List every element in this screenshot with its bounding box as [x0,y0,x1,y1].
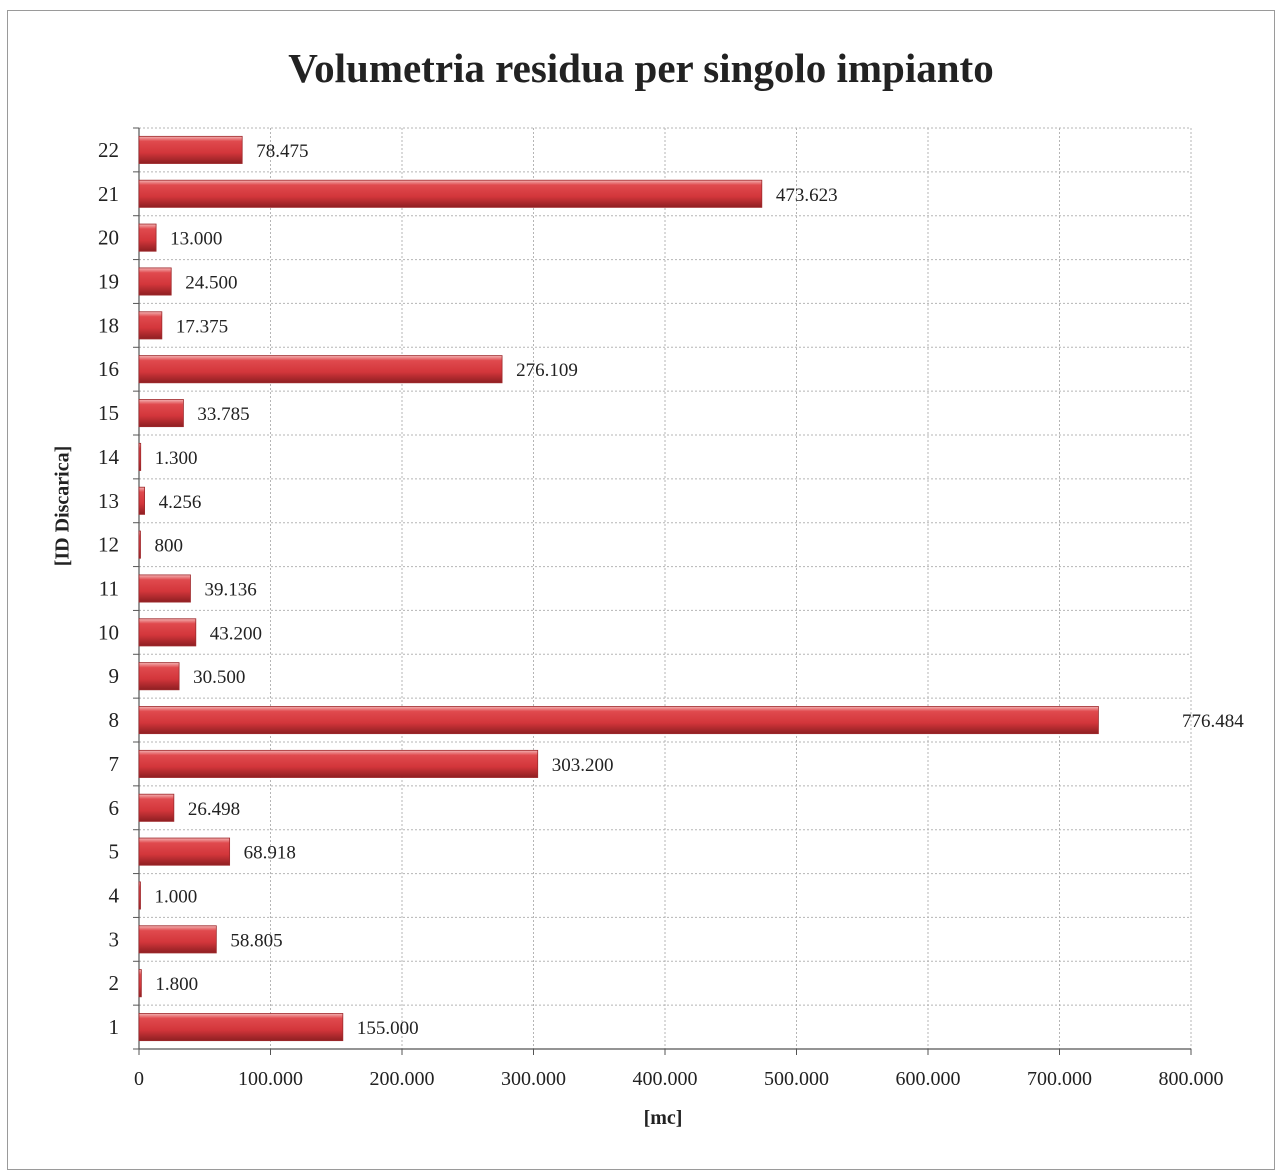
bar-21 [138,179,763,208]
bar-8 [138,706,1099,735]
y-tick-label: 20 [98,226,119,250]
bar-11 [138,574,191,603]
bar-3 [138,925,217,954]
data-label: 68.918 [244,843,296,864]
data-label: 1.300 [155,448,198,469]
data-label: 800 [155,536,184,557]
y-tick-label: 21 [98,182,119,206]
data-label: 24.500 [185,273,237,294]
x-tick-label: 800.000 [1159,1068,1224,1090]
grid-lines [139,127,1192,1049]
bar-2 [138,969,142,998]
y-tick-label: 6 [109,796,120,820]
bar-22 [138,135,243,164]
data-label: 1.000 [155,887,198,908]
bar-16 [138,355,503,384]
bar-4 [138,881,141,910]
data-label: 78.475 [256,141,308,162]
y-tick-label: 11 [99,577,119,601]
data-label: 33.785 [197,404,249,425]
chart-title: Volumetria residua per singolo impianto [288,45,994,91]
x-axis-title: [mc] [643,1107,683,1129]
y-tick-label: 14 [98,445,120,469]
data-label: 13.000 [170,229,222,250]
data-label: 39.136 [204,580,256,601]
x-tick-label: 700.000 [1027,1068,1092,1090]
data-label: 303.200 [552,755,614,776]
labels: 0 100.000 200.000 300.000 400.000 500.000 600.… [98,138,1244,1090]
x-tick-label: 100.000 [238,1068,303,1090]
bar-14 [138,442,142,471]
y-tick-label: 3 [109,927,120,951]
y-tick-label: 22 [98,138,119,162]
data-label: 43.200 [210,623,262,644]
y-tick-label: 12 [98,533,119,557]
x-tick-label: 400.000 [633,1068,698,1090]
y-tick-label: 19 [98,270,119,294]
x-tick-label: 200.000 [370,1068,435,1090]
axes [133,127,1192,1055]
data-label: 1.800 [155,974,198,995]
x-tick-label: 600.000 [896,1068,961,1090]
y-tick-label: 5 [109,840,120,864]
bar-6 [138,793,175,822]
bar-10 [138,618,197,647]
bar-15 [138,399,184,428]
y-tick-label: 18 [98,313,119,337]
y-tick-label: 10 [98,620,119,644]
data-label: 155.000 [357,1018,419,1039]
data-label: 58.805 [230,930,282,951]
bar-9 [138,662,180,691]
y-tick-label: 15 [98,401,119,425]
y-tick-label: 16 [98,357,119,381]
data-label: 26.498 [188,799,240,820]
y-tick-label: 9 [109,664,120,688]
data-label: 473.623 [776,185,838,206]
y-tick-label: 1 [109,1015,120,1039]
bar-5 [138,837,231,866]
bar-13 [138,486,145,515]
bar-19 [138,267,172,296]
y-tick-label: 4 [109,884,120,908]
data-label: 4.256 [159,492,202,513]
bar-12 [138,530,141,559]
data-label: 17.375 [176,316,228,337]
x-tick-label: 500.000 [764,1068,829,1090]
y-tick-label: 13 [98,489,119,513]
bar-1 [138,1013,344,1042]
bar-20 [138,223,157,252]
data-label: 30.500 [193,667,245,688]
data-label: 776.484 [1182,711,1244,732]
y-tick-label: 7 [109,752,120,776]
x-tick-label: 300.000 [501,1068,566,1090]
x-tick-label: 0 [134,1068,144,1090]
bars [138,135,1099,1042]
bar-18 [138,311,163,340]
y-tick-label: 2 [109,971,120,995]
y-tick-label: 8 [109,708,120,732]
bar-7 [138,749,539,778]
data-label: 276.109 [516,360,578,381]
